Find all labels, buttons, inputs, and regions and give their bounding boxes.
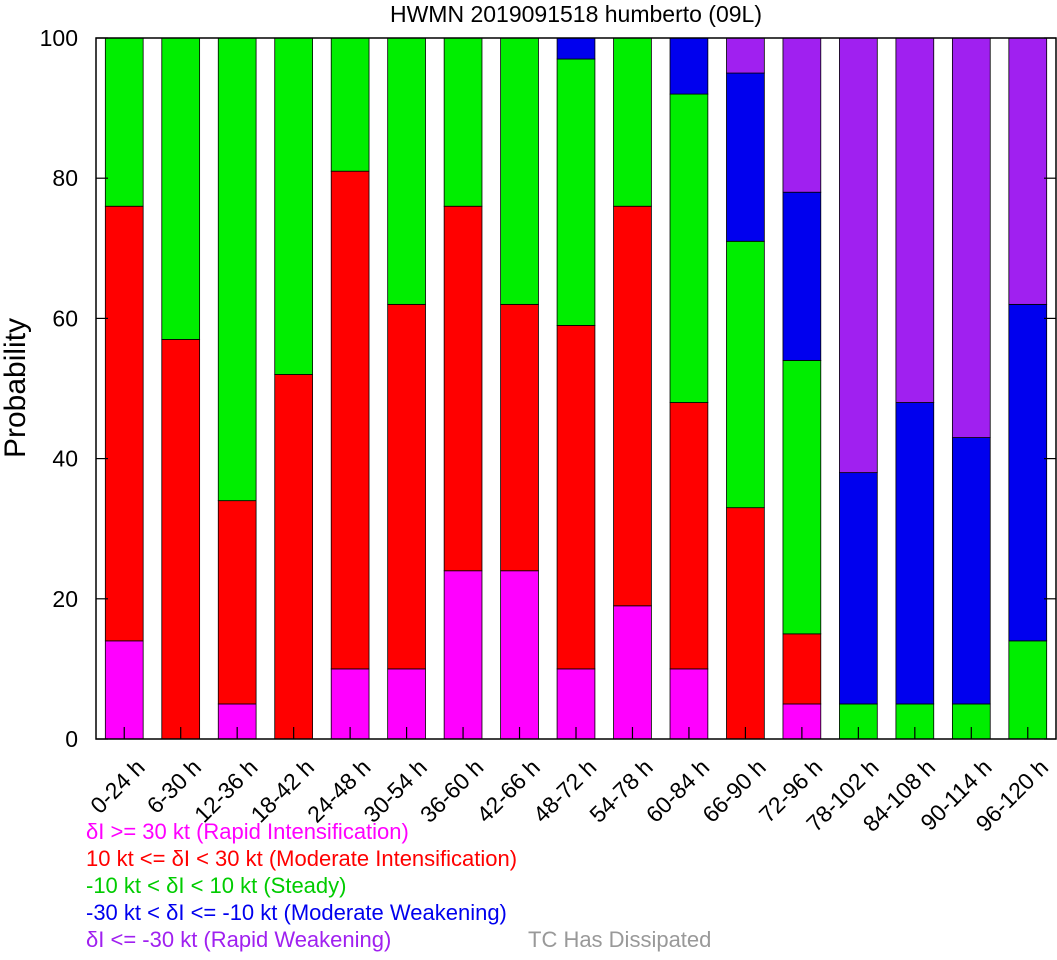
y-tick-label-5: 100 [40,25,78,51]
bar-segment-16-4 [1008,37,1048,305]
legend-item-moderate-intensification: 10 kt <= δI < 30 kt (Moderate Intensific… [86,846,518,871]
chart-title: HWMN 2019091518 humberto (09L) [390,1,762,27]
bar-segment-10-3 [669,37,709,95]
bar-segment-4-2 [330,37,370,172]
bar-segment-6-0 [443,570,483,740]
bar-segment-8-2 [556,58,596,326]
bar-segment-9-0 [613,605,652,740]
bar-segment-5-1 [387,303,426,670]
bar-segment-6-1 [443,205,483,572]
y-tick-label-0: 0 [65,726,78,752]
bar-segment-3-1 [274,374,313,740]
bar-segment-3-2 [274,37,313,375]
legend-item-tc-dissipated: TC Has Dissipated [528,927,712,952]
bar-segment-5-2 [387,37,426,305]
legend: δI >= 30 kt (Rapid Intensification) 10 k… [86,818,711,953]
plot-frame [95,37,1057,740]
bar-segment-12-2 [782,360,822,635]
y-axis-label: Probability [0,318,32,458]
bar-segment-8-3 [556,37,596,60]
bar-segment-0-2 [104,37,144,207]
y-tick-label-3: 60 [52,305,78,331]
legend-item-rapid-intensification: δI >= 30 kt (Rapid Intensification) [86,819,409,844]
bar-segment-12-4 [782,37,822,193]
bar-segment-16-2 [1008,640,1048,740]
bar-segment-15-4 [951,37,991,438]
bar-segment-7-1 [500,303,539,572]
bar-segment-10-1 [669,402,709,670]
bar-segment-11-1 [726,507,765,740]
y-axis-ticks: 0 20 40 60 80 100 [40,25,1056,752]
legend-item-steady: -10 kt < δI < 10 kt (Steady) [86,873,347,898]
bar-segment-2-1 [217,500,257,705]
bar-segment-13-4 [839,37,878,474]
bar-segment-1-2 [161,37,201,340]
legend-item-rapid-weakening: δI <= -30 kt (Rapid Weakening) [86,927,392,952]
bar-segment-12-3 [782,191,822,361]
bar-segment-2-2 [217,37,257,502]
bar-segment-11-3 [726,72,765,242]
legend-last-row: δI <= -30 kt (Rapid Weakening) TC Has Di… [86,926,711,953]
bar-segment-4-1 [330,170,370,670]
bar-segment-10-2 [669,93,709,403]
bar-segment-1-1 [161,339,201,740]
bar-segment-7-0 [500,570,539,740]
bar-segment-15-3 [951,437,991,705]
bar-segment-8-1 [556,325,596,670]
bar-segment-6-2 [443,37,483,207]
bar-segment-16-3 [1008,303,1048,642]
bar-segment-9-2 [613,37,652,207]
bar-segment-11-4 [726,37,765,74]
bar-segment-13-3 [839,472,878,705]
y-tick-label-1: 20 [52,586,78,612]
bar-segment-11-2 [726,240,765,509]
bar-segment-0-1 [104,205,144,642]
y-tick-label-2: 40 [52,446,78,472]
bar-segment-0-0 [104,640,144,740]
bar-segment-14-4 [895,37,935,403]
bar-segment-7-2 [500,37,539,305]
bars-group [104,37,1048,740]
x-tick-label-0: 0-24 h [85,754,150,819]
bar-segment-12-1 [782,633,822,705]
legend-item-moderate-weakening: -30 kt < δI <= -10 kt (Moderate Weakenin… [86,900,507,925]
bar-segment-9-1 [613,205,652,607]
y-tick-label-4: 80 [52,165,78,191]
bar-segment-14-3 [895,402,935,705]
